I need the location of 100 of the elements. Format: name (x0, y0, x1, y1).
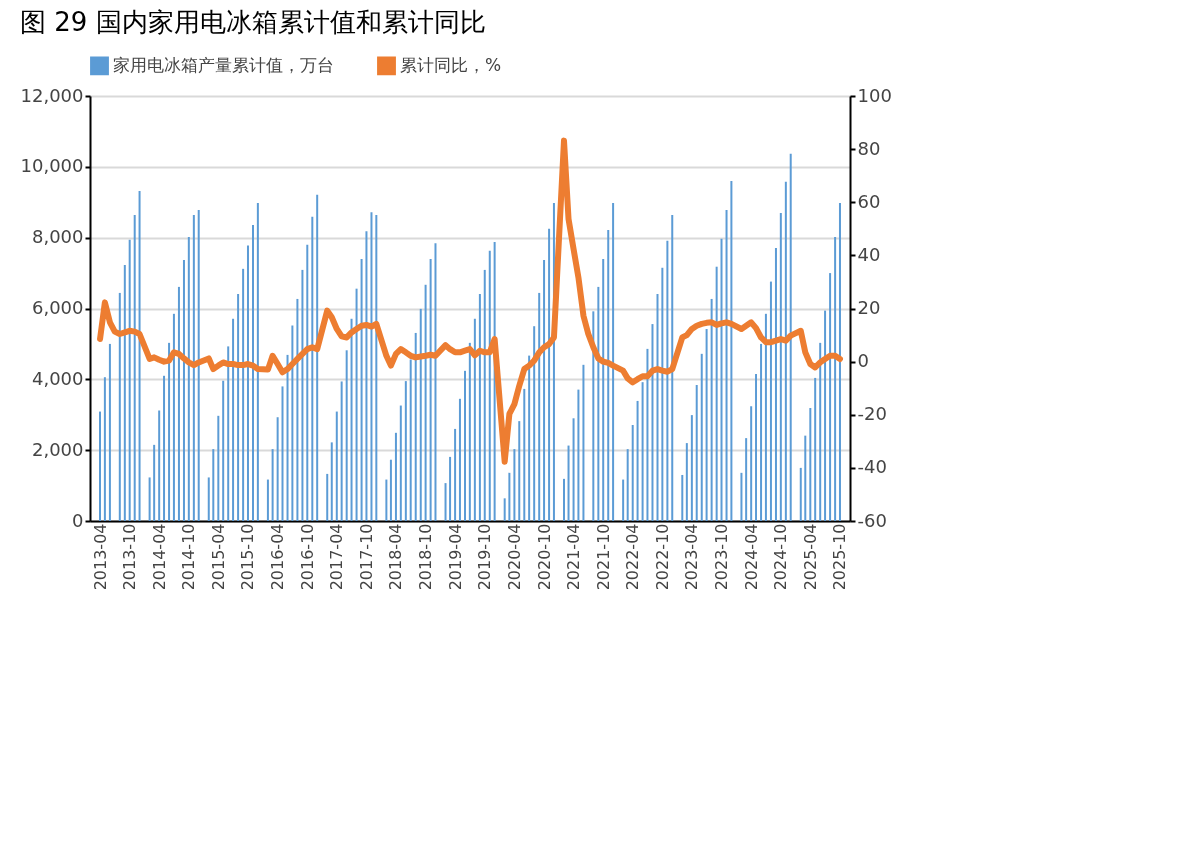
bar (123, 264, 126, 521)
y-tick-label: 12,000 (20, 84, 84, 106)
bar (814, 377, 817, 521)
bar (138, 190, 141, 521)
bar (705, 329, 708, 521)
y2-tick-label: 100 (857, 84, 892, 106)
bar (237, 293, 240, 521)
bar (789, 153, 792, 521)
bar (671, 215, 674, 521)
bar (567, 445, 570, 521)
bar (335, 411, 338, 521)
bar (636, 400, 639, 521)
y2-tick-label: 40 (857, 243, 881, 265)
bar (385, 479, 388, 521)
bar (607, 229, 610, 521)
bar (597, 286, 600, 521)
bar (404, 381, 407, 521)
bar (286, 354, 289, 521)
bar (419, 308, 422, 521)
bar (163, 375, 166, 521)
bar (769, 281, 772, 521)
bar (513, 449, 516, 521)
bar (99, 411, 102, 521)
bar (760, 343, 763, 521)
bar (350, 318, 353, 521)
x-tick-label: 2017-10 (356, 523, 376, 591)
bar (518, 421, 521, 521)
bar (266, 479, 269, 521)
x-tick-label: 2021-10 (593, 523, 613, 591)
bar (414, 332, 417, 521)
bar (799, 467, 802, 521)
bar (222, 380, 225, 521)
bar (276, 417, 279, 521)
bar (355, 288, 358, 521)
bar (829, 273, 832, 521)
x-tick-label: 2014-10 (179, 523, 199, 591)
bar (291, 325, 294, 521)
x-tick-label: 2014-04 (149, 523, 169, 591)
legend-label: 累计同比，% (400, 54, 502, 75)
bar (375, 215, 378, 521)
x-tick-label: 2017-04 (327, 523, 347, 591)
bar (192, 215, 195, 521)
bar (725, 210, 728, 521)
bar (434, 243, 437, 521)
bar (345, 350, 348, 521)
bar (809, 408, 812, 521)
bar (108, 343, 111, 521)
bar (429, 258, 432, 521)
bar (666, 240, 669, 521)
bar (394, 432, 397, 521)
bar (306, 244, 309, 521)
bar (172, 313, 175, 521)
bar (622, 479, 625, 521)
x-tick-label: 2018-04 (386, 523, 406, 591)
bar (562, 478, 565, 521)
bar (538, 292, 541, 521)
x-tick-label: 2015-10 (238, 523, 258, 591)
bar (370, 212, 373, 521)
bar (340, 381, 343, 521)
bar (804, 435, 807, 521)
bar (572, 418, 575, 521)
bar (311, 216, 314, 521)
bar (784, 181, 787, 521)
bar (444, 483, 447, 521)
y-tick-label: 2,000 (31, 438, 84, 460)
bar (473, 318, 476, 521)
bar (227, 346, 230, 521)
bar (463, 370, 466, 521)
x-tick-label: 2022-04 (623, 523, 643, 591)
legend-label: 家用电冰箱产量累计值，万台 (113, 54, 334, 75)
bar (187, 236, 190, 521)
bar (483, 269, 486, 521)
bar (523, 388, 526, 521)
bar (197, 210, 200, 521)
bar (508, 472, 511, 521)
bar (301, 269, 304, 521)
bar (715, 266, 718, 521)
bar (133, 215, 136, 521)
bar (454, 428, 457, 521)
bar (626, 449, 629, 521)
x-tick-label: 2016-10 (297, 523, 317, 591)
bar (690, 415, 693, 521)
bar (819, 342, 822, 521)
bar (232, 318, 235, 521)
bar (399, 405, 402, 521)
bar (458, 398, 461, 521)
bar (582, 364, 585, 521)
bar (543, 259, 546, 521)
bar (158, 410, 161, 521)
bar (449, 456, 452, 521)
x-tick-label: 2023-10 (712, 523, 732, 591)
bar (779, 212, 782, 521)
bar (271, 449, 274, 521)
bar (681, 474, 684, 521)
bar (389, 459, 392, 521)
bar (710, 298, 713, 521)
bar (602, 258, 605, 521)
y-tick-label: 10,000 (20, 155, 84, 177)
bar (103, 377, 106, 521)
x-tick-label: 2024-04 (741, 523, 761, 591)
